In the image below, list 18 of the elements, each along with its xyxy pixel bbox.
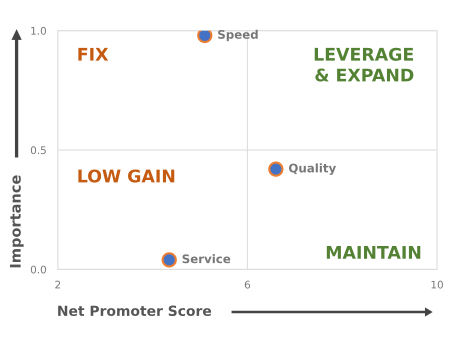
y-axis-title: Importance: [10, 175, 24, 268]
annotation: Speed: [218, 30, 258, 42]
x-tick-label: 2: [55, 280, 60, 288]
annotation: MAINTAIN: [326, 246, 420, 259]
point: [162, 252, 177, 268]
y-tick-label: 0.0: [30, 266, 46, 274]
x-tick-label: 10: [432, 280, 443, 289]
y-tick-label: 0.5: [30, 146, 46, 154]
annotation: LEVERAGE & EXPAND: [314, 48, 414, 82]
annotation: FIX: [78, 48, 108, 61]
point: [197, 30, 212, 44]
annotation: Service: [182, 254, 230, 264]
point: [268, 162, 284, 177]
annotation: LOW GAIN: [78, 169, 174, 183]
y-tick-label: 1.0: [31, 26, 46, 35]
annotation: Quality: [288, 163, 336, 175]
x-tick-label: 6: [244, 280, 250, 289]
x-axis-title: Net Promoter Score: [58, 306, 212, 316]
